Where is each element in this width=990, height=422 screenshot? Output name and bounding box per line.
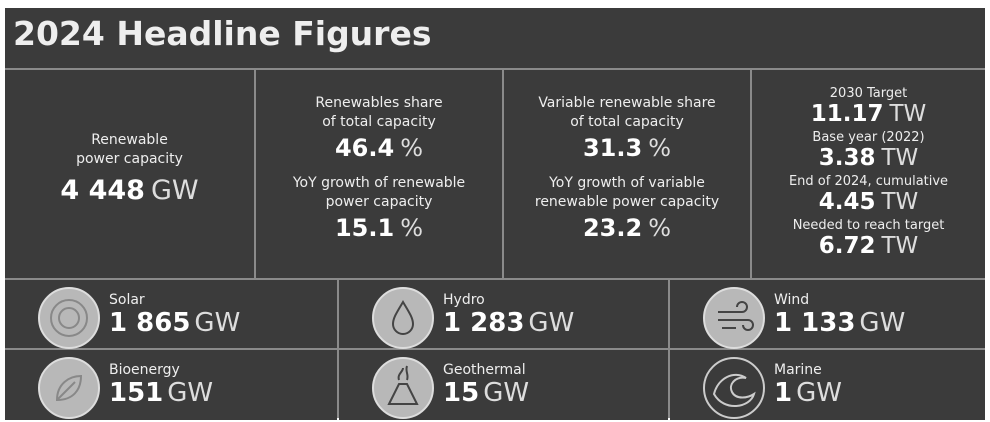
stat-cell: Renewable power capacity 4 448 GW [5,70,254,278]
stat-number: 23.2 [582,214,643,242]
stat-value: 3.38 TW [819,146,919,171]
stat-unit: % [648,214,672,242]
tech-icon [38,287,100,349]
stat-label: YoY growth of renewable [292,175,466,191]
stat-label: power capacity [325,194,433,210]
tech-number: 1 133 [774,308,856,338]
stat-value: 46.4% [335,132,423,164]
tech-tile: Marine 1 GW [670,350,985,420]
stat-value: 23.2% [583,212,671,244]
tech-name: Wind [774,292,810,308]
tech-unit: GW [194,308,241,338]
tech-unit: GW [528,308,575,338]
tech-value: 1 133 GW [774,308,905,338]
stat-cell: Variable renewable share of total capacit… [504,70,750,278]
tech-unit: GW [483,378,530,408]
tech-value: 1 GW [774,378,842,408]
stat-unit: TW [881,189,919,215]
stat-number: 11.17 [810,101,884,127]
stat-value: 4 448 GW [60,175,198,207]
stat-label: of total capacity [322,114,436,130]
tech-number: 151 [109,378,164,408]
stat-number: 46.4 [334,134,395,162]
tech-unit: GW [796,378,842,408]
panel: 2024 Headline Figures Renewable power cap… [5,8,985,420]
stat-unit: % [648,134,672,162]
tech-icon [703,287,765,349]
stat-value: 4.45 TW [819,190,919,215]
stat-label: Needed to reach target [792,218,945,233]
tech-tile: Wind 1 133 GW [670,280,985,349]
stat-number: 15.1 [334,214,395,242]
tech-name: Marine [774,362,822,378]
tech-unit: GW [859,308,906,338]
tech-name: Solar [109,292,145,308]
tech-tile: Hydro 1 283 GW [339,280,668,349]
stat-value: 15.1% [335,212,423,244]
stat-unit: TW [881,233,919,259]
tech-value: 1 283 GW [443,308,574,338]
stat-label: YoY growth of variable [549,175,705,191]
tech-value: 151 GW [109,378,213,408]
tech-name: Geothermal [443,362,526,378]
stat-label: of total capacity [570,114,684,130]
tech-number: 1 [774,378,793,408]
stat-number: 4.45 [818,189,876,215]
tech-value: 1 865 GW [109,308,240,338]
stat-cell: Renewables share of total capacity 46.4% Yo… [256,70,502,278]
tech-value: 15 GW [443,378,529,408]
stat-cell: 2030 Target 11.17 TW Base year (2022) 3.38 TW… [752,70,985,278]
stat-number: 6.72 [818,233,876,259]
tech-icon [372,287,434,349]
stat-label: Renewable [91,132,168,148]
stat-label: Base year (2022) [812,130,925,145]
stat-unit: GW [150,175,199,206]
stat-value: 6.72 TW [819,234,919,259]
stat-unit: % [400,134,424,162]
tech-number: 15 [443,378,480,408]
stat-value: 31.3% [583,132,671,164]
grid: Renewable power capacity 4 448 GW Renewables… [5,68,985,420]
stat-number: 4 448 [60,175,145,206]
tech-name: Hydro [443,292,485,308]
stat-unit: TW [881,145,919,171]
stat-unit: % [400,214,424,242]
stat-value: 11.17 TW [811,102,927,127]
stat-label: Renewables share [315,95,443,111]
stat-label: 2030 Target [829,86,908,101]
stat-label: power capacity [76,151,183,167]
tech-icon [38,357,100,419]
tech-tile: Geothermal 15 GW [339,350,668,420]
title: 2024 Headline Figures [13,14,432,53]
tech-tile: Solar 1 865 GW [5,280,337,349]
tech-icon [372,357,434,419]
stat-number: 3.38 [818,145,876,171]
tech-unit: GW [167,378,214,408]
stat-label: Variable renewable share [538,95,716,111]
tech-name: Bioenergy [109,362,180,378]
tech-number: 1 865 [109,308,191,338]
stat-label: End of 2024, cumulative [788,174,949,189]
stat-label: renewable power capacity [534,194,720,210]
stat-number: 31.3 [582,134,643,162]
tech-icon [703,357,765,419]
tech-tile: Bioenergy 151 GW [5,350,337,420]
tech-number: 1 283 [443,308,525,338]
stat-unit: TW [889,101,927,127]
